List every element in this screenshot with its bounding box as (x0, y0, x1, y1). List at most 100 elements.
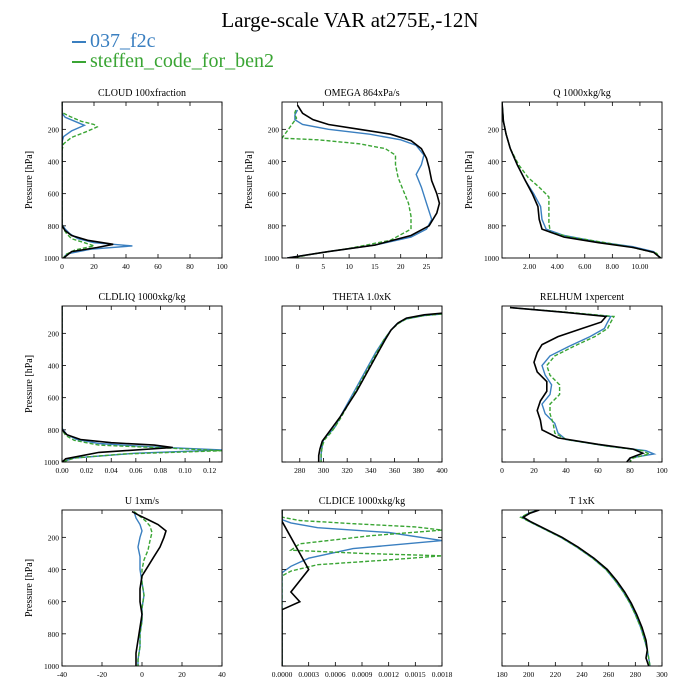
series-line (320, 313, 442, 462)
x-tick-label: -20 (97, 670, 107, 679)
panel-title: Q 1000xkg/kg (553, 88, 611, 99)
series-line (509, 306, 645, 462)
x-tick-label: 40 (122, 262, 130, 271)
x-tick-label: 380 (413, 466, 425, 475)
x-tick-label: 20 (178, 670, 186, 679)
x-tick-label: 80 (186, 262, 194, 271)
panel: U 1xm/s Pressure [hPa] -40 -20 0 20 40 200 400 60… (24, 496, 226, 679)
series-line (509, 306, 652, 462)
x-tick-label: 280 (630, 670, 642, 679)
series-line (282, 510, 442, 666)
x-tick-label: 8.00 (606, 262, 619, 271)
series-line (520, 510, 651, 666)
y-tick-label: 1000 (44, 662, 59, 671)
x-tick-label: 220 (550, 670, 562, 679)
panel-title: CLOUD 100xfraction (98, 88, 186, 99)
y-tick-label: 400 (268, 158, 280, 167)
series-line (282, 109, 412, 258)
x-tick-label: 25 (423, 262, 431, 271)
x-tick-label: 20 (397, 262, 405, 271)
x-tick-label: 300 (656, 670, 668, 679)
series-line (133, 511, 153, 666)
y-tick-label: 800 (488, 222, 500, 231)
x-tick-label: 10.00 (631, 262, 648, 271)
panel-title: U 1xm/s (125, 496, 159, 507)
series-line (502, 102, 662, 258)
y-tick-label: 1000 (44, 254, 59, 263)
x-tick-label: 20 (90, 262, 98, 271)
series-line (62, 102, 99, 258)
y-tick-label: 400 (48, 362, 60, 371)
legend-label: 037_f2c (90, 30, 156, 52)
x-tick-label: 6.00 (578, 262, 591, 271)
series-line (509, 306, 657, 462)
series-line (287, 104, 441, 258)
series-line (519, 510, 651, 666)
legend-swatch (72, 61, 86, 64)
y-tick-label: 800 (268, 222, 280, 231)
x-tick-label: 0.0012 (378, 670, 399, 679)
y-tick-label: 1000 (44, 458, 59, 467)
y-tick-label: 1000 (264, 254, 279, 263)
x-tick-label: 0 (500, 466, 504, 475)
y-tick-label: 600 (268, 190, 280, 199)
panel: RELHUM 1xpercent 0 20 40 60 80 100 (500, 292, 668, 475)
y-axis-label: Pressure [hPa] (24, 355, 35, 413)
x-tick-label: 0 (60, 262, 64, 271)
legend-label: steffen_code_for_ben2 (90, 50, 275, 72)
x-tick-label: 80 (626, 466, 634, 475)
x-tick-label: 320 (342, 466, 354, 475)
series-line (62, 102, 114, 258)
plot-frame (61, 509, 223, 667)
plot-frame (501, 509, 663, 667)
y-tick-label: 400 (488, 158, 500, 167)
panel: THETA 1.0xK 280 300 320 340 360 380 400 (281, 292, 448, 475)
series-line (502, 102, 662, 258)
x-tick-label: 0.0015 (405, 670, 426, 679)
series-line (62, 306, 173, 462)
x-tick-label: 5 (321, 262, 325, 271)
chart-title: Large-scale VAR at275E,-12N (221, 8, 479, 32)
series-line (62, 102, 133, 258)
y-tick-label: 200 (268, 125, 280, 134)
x-tick-label: 20 (530, 466, 538, 475)
x-tick-label: 40 (562, 466, 570, 475)
x-tick-label: 400 (436, 466, 448, 475)
x-tick-label: 300 (318, 466, 330, 475)
x-tick-label: 260 (603, 670, 615, 679)
x-tick-label: 0.0003 (298, 670, 319, 679)
plot-frame (501, 305, 663, 463)
panel-title: OMEGA 864xPa/s (324, 88, 399, 99)
x-tick-label: 0.08 (154, 466, 167, 475)
legend-entry-steffen-code: steffen_code_for_ben2 (72, 50, 274, 72)
series-line (521, 510, 650, 666)
y-tick-label: 600 (488, 190, 500, 199)
x-tick-label: 0.06 (129, 466, 142, 475)
series-line (282, 510, 310, 666)
panel: CLDLIQ 1000xkg/kg Pressure [hPa] 0.00 0.02 0… (24, 292, 223, 475)
plot-frame (281, 101, 443, 259)
series-line (62, 306, 222, 462)
x-tick-label: 10 (345, 262, 353, 271)
y-tick-label: 800 (48, 426, 60, 435)
y-tick-label: 400 (48, 566, 60, 575)
x-tick-label: 240 (576, 670, 588, 679)
y-tick-label: 200 (48, 533, 60, 542)
x-tick-label: 2.00 (523, 262, 536, 271)
x-tick-label: 0.10 (179, 466, 192, 475)
plot-frame (281, 305, 443, 463)
x-tick-label: 0.00 (55, 466, 68, 475)
plot-frame (281, 509, 443, 667)
series-line (282, 510, 442, 666)
x-tick-label: 0 (140, 670, 144, 679)
y-tick-label: 1000 (484, 254, 499, 263)
y-tick-label: 800 (48, 630, 60, 639)
x-tick-label: 40 (218, 670, 226, 679)
panel-title: THETA 1.0xK (333, 292, 392, 303)
series-line (320, 313, 442, 462)
x-tick-label: 100 (656, 466, 668, 475)
series-line (287, 109, 433, 258)
panel: OMEGA 864xPa/s Pressure [hPa] 0 5 10 15 20 25 20… (244, 88, 443, 271)
series-line (317, 312, 442, 462)
y-tick-label: 200 (48, 329, 60, 338)
